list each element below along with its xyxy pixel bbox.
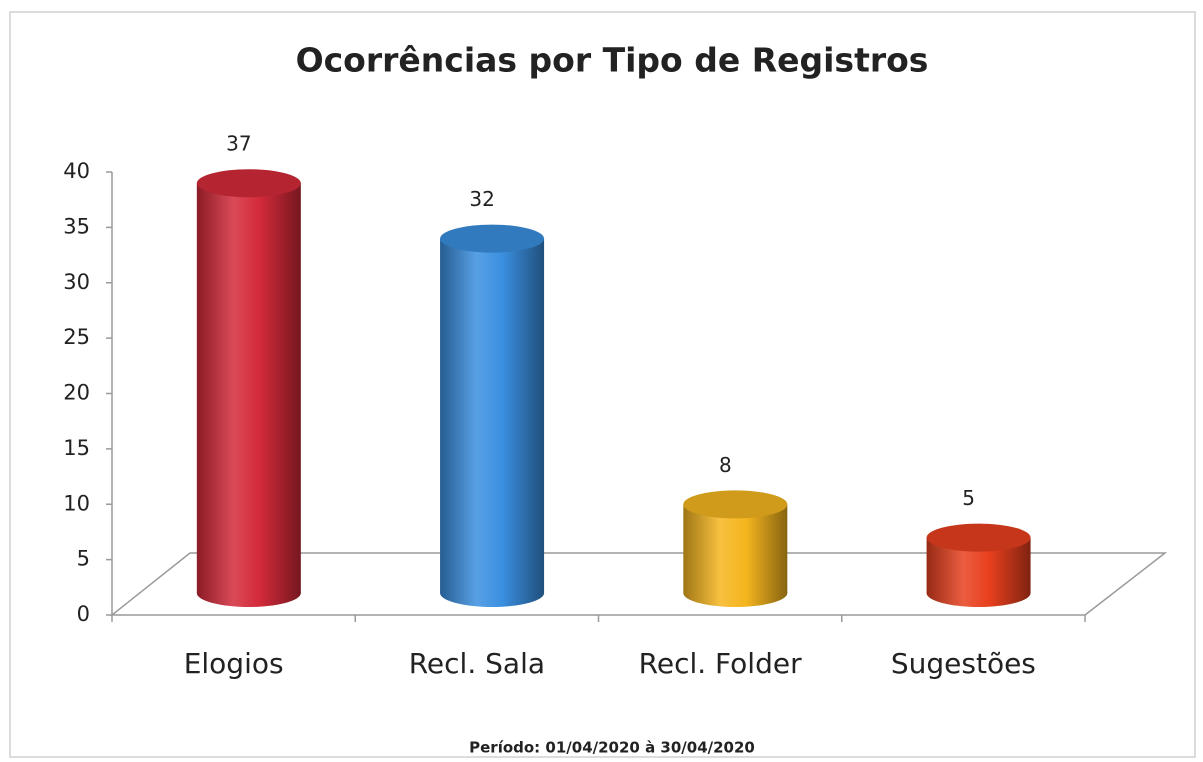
cylinder-top — [196, 169, 301, 198]
x-tick-label: Recl. Sala — [409, 647, 545, 680]
cylinder-top — [683, 490, 788, 519]
y-tick-label: 40 — [63, 159, 90, 183]
y-tick-label: 15 — [63, 436, 90, 460]
y-tick-label: 0 — [77, 602, 90, 626]
value-label: 5 — [962, 486, 975, 510]
y-tick-label: 25 — [63, 325, 90, 349]
cylinder-top — [926, 523, 1031, 552]
value-label: 37 — [226, 132, 251, 156]
chart-subtitle: Período: 01/04/2020 à 30/04/2020 — [469, 739, 755, 757]
chart-frame — [9, 11, 1196, 758]
floor — [109, 552, 1168, 616]
bar — [440, 238, 545, 593]
y-tick-label: 20 — [63, 381, 90, 405]
value-label: 8 — [719, 453, 732, 477]
y-tick-label: 5 — [77, 547, 90, 571]
bar — [683, 504, 788, 593]
x-tick-label: Sugestões — [891, 647, 1036, 680]
bar — [196, 183, 301, 593]
y-tick-label: 10 — [63, 491, 90, 515]
y-tick-label: 35 — [63, 214, 90, 238]
x-tick-label: Elogios — [184, 647, 284, 680]
value-label: 32 — [469, 187, 494, 211]
cylinder-top — [440, 224, 545, 253]
chart-title: Ocorrências por Tipo de Registros — [296, 41, 929, 80]
x-tick-label: Recl. Folder — [639, 647, 802, 680]
y-tick-label: 30 — [63, 270, 90, 294]
